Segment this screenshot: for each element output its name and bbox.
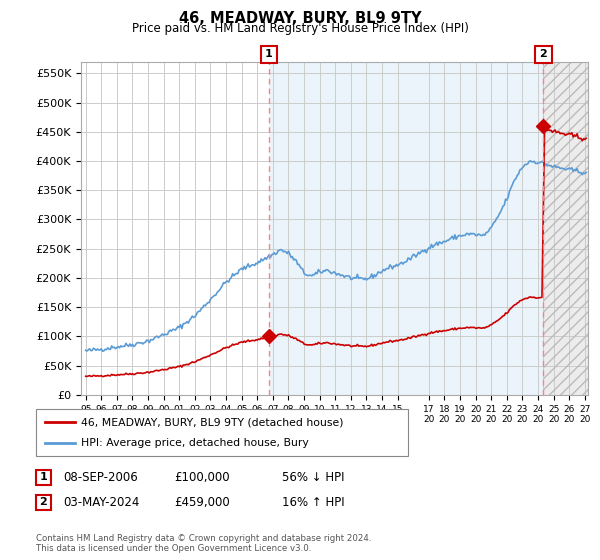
Text: 1: 1 [265,49,273,59]
Text: 56% ↓ HPI: 56% ↓ HPI [282,470,344,484]
Bar [543,62,588,395]
Text: 03-MAY-2024: 03-MAY-2024 [63,496,139,509]
Text: 46, MEADWAY, BURY, BL9 9TY (detached house): 46, MEADWAY, BURY, BL9 9TY (detached hou… [81,417,343,427]
Text: 2: 2 [40,497,47,507]
Text: 1: 1 [40,472,47,482]
Text: Contains HM Land Registry data © Crown copyright and database right 2024.
This d: Contains HM Land Registry data © Crown c… [36,534,371,553]
Bar [543,62,588,395]
Text: Price paid vs. HM Land Registry's House Price Index (HPI): Price paid vs. HM Land Registry's House … [131,22,469,35]
Text: 16% ↑ HPI: 16% ↑ HPI [282,496,344,509]
Bar [269,62,543,395]
Text: 46, MEADWAY, BURY, BL9 9TY: 46, MEADWAY, BURY, BL9 9TY [179,11,421,26]
Text: 2: 2 [539,49,547,59]
Text: £100,000: £100,000 [174,470,230,484]
Text: HPI: Average price, detached house, Bury: HPI: Average price, detached house, Bury [81,438,309,448]
Text: £459,000: £459,000 [174,496,230,509]
Text: 08-SEP-2006: 08-SEP-2006 [63,470,138,484]
